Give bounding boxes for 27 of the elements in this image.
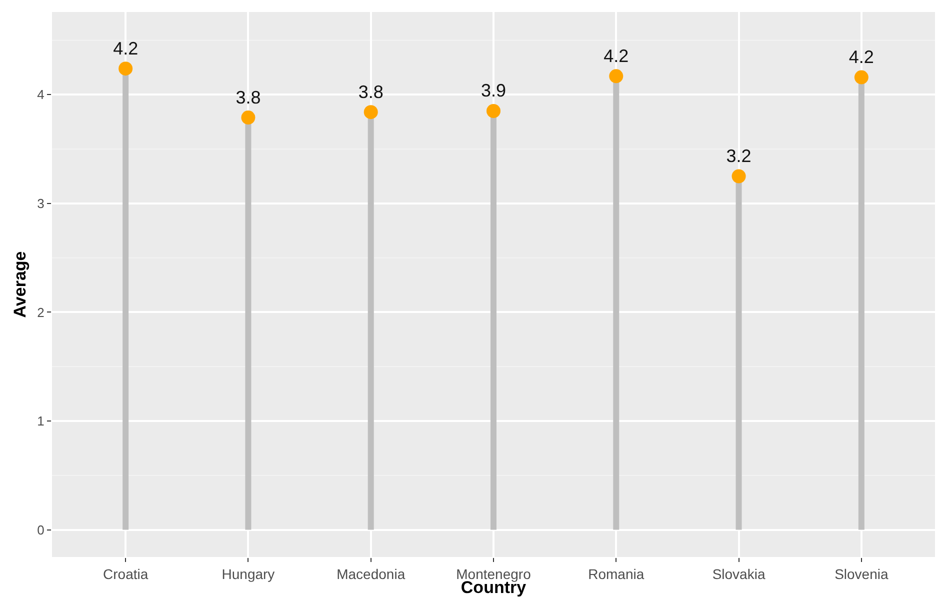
data-label: 3.2 — [726, 146, 752, 166]
y-tick-label: 0 — [37, 522, 44, 538]
data-label: 4.2 — [848, 47, 874, 68]
y-axis-title: Average — [10, 251, 30, 318]
point — [241, 110, 256, 125]
x-tick-label: Slovenia — [834, 566, 888, 582]
data-label: 3.8 — [236, 87, 261, 108]
point — [364, 105, 378, 120]
point — [854, 70, 868, 84]
point — [118, 62, 133, 76]
y-tick-label: 2 — [37, 304, 44, 320]
point — [732, 169, 746, 184]
data-label: 4.2 — [604, 46, 629, 66]
x-tick-label: Hungary — [222, 566, 275, 582]
x-tick-label: Romania — [588, 566, 644, 582]
data-label: 4.2 — [113, 38, 138, 58]
data-label: 3.9 — [480, 80, 506, 101]
y-tick-label: 3 — [37, 196, 44, 212]
y-tick-label: 1 — [37, 414, 44, 429]
point — [609, 69, 624, 84]
point — [486, 104, 500, 118]
x-tick-label: Macedonia — [336, 566, 406, 582]
data-label: 3.8 — [358, 82, 384, 102]
x-tick-label: Croatia — [103, 566, 148, 582]
x-tick-label: Montenegro — [456, 566, 532, 582]
x-tick-label: Slovakia — [712, 566, 766, 582]
y-tick-label: 4 — [37, 87, 44, 102]
